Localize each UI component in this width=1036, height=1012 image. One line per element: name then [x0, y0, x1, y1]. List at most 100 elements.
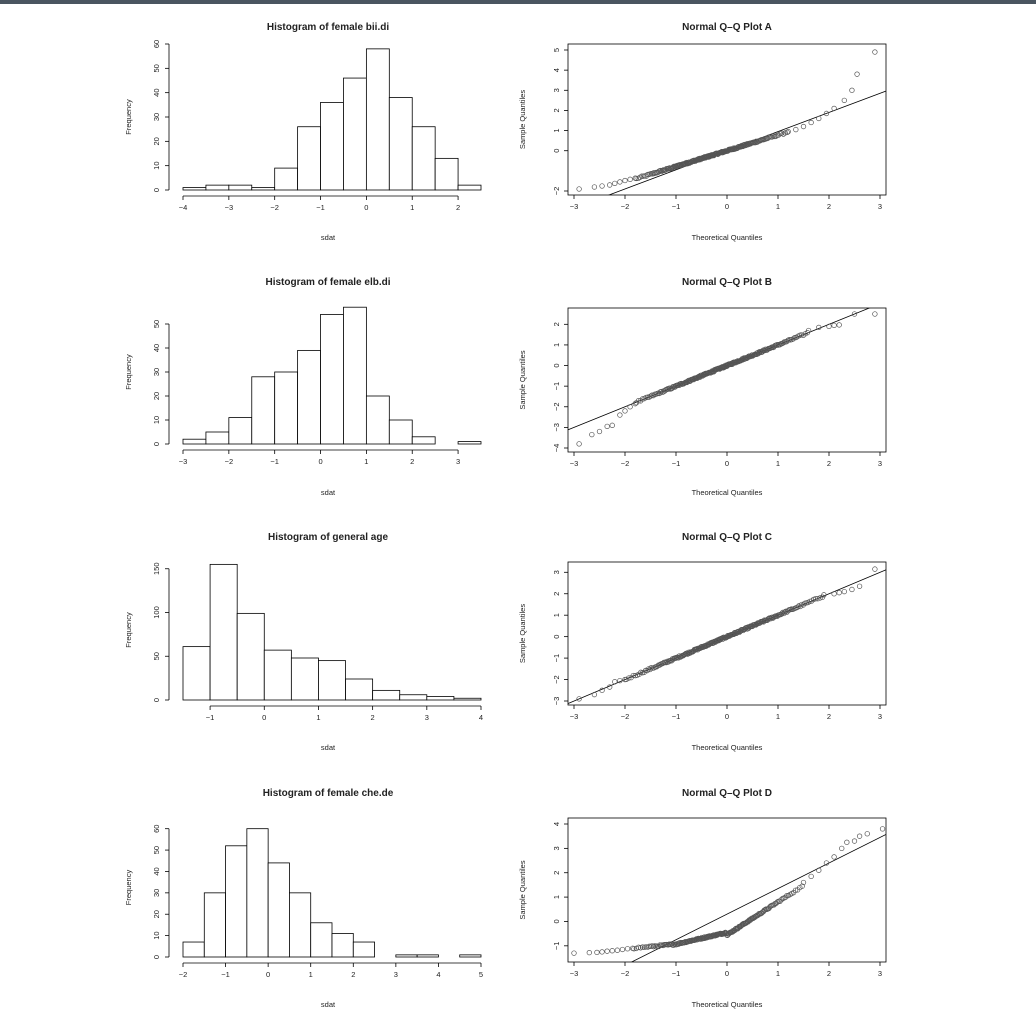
y-tick-label: 60 — [152, 825, 161, 833]
chart-title: Histogram of female elb.di — [265, 277, 390, 288]
qq-point — [815, 596, 821, 602]
y-tick-label: 150 — [152, 562, 161, 575]
qq-point — [745, 354, 751, 361]
qq-point — [773, 342, 779, 348]
qq-point — [823, 110, 830, 117]
y-tick-label: 1 — [552, 128, 561, 132]
x-tick-label: 3 — [456, 457, 460, 466]
x-tick-label: 3 — [878, 969, 882, 978]
qq-point — [800, 879, 807, 886]
chart-panel-5: Histogram of general age sdat Frequency −1 0… — [124, 532, 483, 752]
qq-point — [841, 588, 847, 595]
qq-point — [779, 610, 785, 617]
y-tick-label: 40 — [152, 867, 161, 875]
x-tick-label: −2 — [179, 970, 188, 979]
x-tick-label: −3 — [179, 457, 188, 466]
x-axis-label: Theoretical Quantiles — [692, 233, 763, 242]
qq-point — [589, 431, 595, 438]
qq-point — [816, 324, 822, 331]
histogram-bar — [399, 694, 428, 701]
x-tick-label: −2 — [621, 969, 630, 978]
histogram-bar — [343, 77, 367, 191]
histogram-bar — [236, 612, 265, 701]
y-axis-label: Frequency — [124, 354, 133, 390]
x-tick-label: 2 — [456, 203, 460, 212]
y-axis-label: Frequency — [124, 612, 133, 648]
y-tick-label: 10 — [152, 161, 161, 169]
chart-panel-4: Normal Q–Q Plot B Theoretical Quantiles Sa… — [518, 277, 887, 497]
y-tick-label: 4 — [552, 68, 561, 72]
x-tick-label: −1 — [672, 969, 681, 978]
histogram-bar — [411, 126, 436, 191]
x-axis-label: sdat — [321, 743, 336, 752]
qq-point — [609, 422, 615, 428]
x-tick-label: 3 — [425, 713, 429, 722]
qq-point — [784, 129, 790, 136]
histogram-bar — [457, 184, 482, 191]
histogram-bar — [395, 954, 418, 958]
x-tick-label: −1 — [672, 202, 681, 211]
plot-frame — [567, 817, 887, 963]
y-tick-label: −2 — [552, 187, 561, 196]
histogram-bar — [182, 941, 205, 958]
histogram-bar — [388, 419, 413, 445]
qq-point — [624, 946, 631, 952]
x-tick-label: 3 — [394, 970, 398, 979]
chart-title: Normal Q–Q Plot C — [682, 532, 772, 543]
x-tick-label: −3 — [225, 203, 234, 212]
qq-point — [831, 591, 837, 597]
x-axis-label: sdat — [321, 488, 336, 497]
qq-point — [785, 128, 791, 135]
y-tick-label: 30 — [152, 889, 161, 897]
x-tick-label: 0 — [266, 970, 270, 979]
y-tick-label: 60 — [152, 40, 161, 48]
x-tick-label: −2 — [621, 712, 630, 721]
qq-point — [612, 679, 618, 685]
qq-point — [650, 944, 657, 950]
x-tick-label: −2 — [225, 457, 234, 466]
x-tick-label: −3 — [570, 712, 579, 721]
qq-point — [599, 949, 605, 955]
qq-point — [778, 897, 784, 903]
qq-point — [782, 894, 789, 900]
x-tick-label: 1 — [316, 713, 320, 722]
qq-point — [599, 687, 605, 693]
histogram-bar — [372, 689, 401, 701]
qq-point — [771, 614, 777, 621]
qq-point — [856, 833, 863, 839]
y-tick-label: −2 — [552, 402, 561, 411]
y-axis-label: Sample Quantiles — [518, 350, 527, 409]
qq-point — [844, 839, 850, 845]
y-tick-label: −1 — [552, 382, 561, 391]
x-tick-label: 2 — [827, 969, 831, 978]
qq-point — [767, 616, 774, 622]
qq-point — [816, 115, 822, 122]
y-tick-label: 20 — [152, 392, 161, 400]
y-tick-label: 1 — [552, 613, 561, 617]
qq-point — [623, 676, 629, 683]
y-axis-label: Frequency — [124, 99, 133, 135]
histogram-bar — [426, 696, 455, 701]
qq-point — [630, 672, 636, 679]
qq-point — [632, 672, 638, 679]
y-tick-label: 50 — [152, 320, 161, 328]
y-axis-label: Sample Quantiles — [518, 604, 527, 663]
qq-point — [609, 948, 615, 954]
histogram-bar — [263, 649, 292, 701]
histogram-bar — [343, 306, 367, 445]
x-tick-label: −1 — [672, 459, 681, 468]
histogram-bar — [297, 126, 321, 191]
histogram-bar — [205, 431, 230, 445]
qq-point — [639, 396, 646, 402]
y-tick-label: 2 — [552, 108, 561, 112]
histogram-bar — [228, 417, 253, 445]
qq-point — [821, 592, 827, 598]
y-tick-label: 50 — [152, 64, 161, 72]
x-tick-label: 0 — [364, 203, 368, 212]
x-tick-label: −3 — [570, 202, 579, 211]
qq-point — [841, 97, 847, 104]
histogram-bar — [345, 678, 374, 701]
x-tick-label: 1 — [309, 970, 313, 979]
x-tick-label: 0 — [262, 713, 266, 722]
qq-point — [604, 948, 610, 954]
